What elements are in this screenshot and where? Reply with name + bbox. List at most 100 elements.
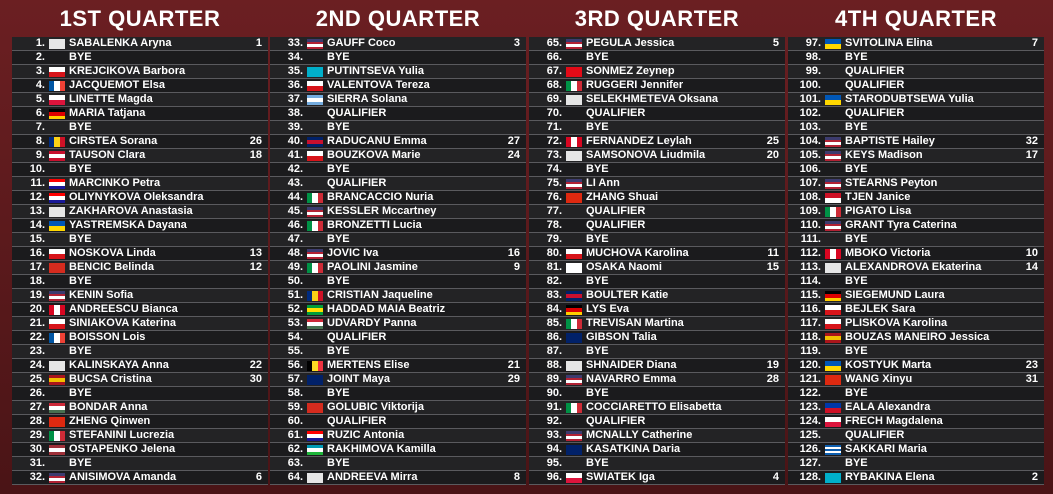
- draw-row: 21. SINIAKOVA Katerina: [12, 317, 268, 331]
- draw-row: 58. BYE: [270, 387, 526, 401]
- player-name: BYE: [69, 275, 92, 287]
- draw-number: 55.: [287, 345, 303, 357]
- flag-stripe: [571, 81, 577, 91]
- flag-stripe: [835, 249, 841, 259]
- draw-row: 63. BYE: [270, 457, 526, 471]
- draw-number: 4.: [35, 79, 45, 91]
- draw-number: 9.: [35, 149, 45, 161]
- flag-stripe: [576, 319, 582, 329]
- flag: [566, 445, 582, 455]
- player-name: QUALIFIER: [327, 331, 387, 343]
- player-name: ZHANG Shuai: [586, 191, 659, 203]
- player-name: TJEN Janice: [845, 191, 911, 203]
- flag-stripe: [312, 263, 318, 273]
- flag: [566, 179, 582, 189]
- draw-number: 76.: [546, 191, 562, 203]
- flag-stripe: [825, 139, 841, 142]
- flag-stripe: [307, 207, 323, 210]
- flag: [49, 67, 65, 77]
- draw-row: 11. MARCINKO Petra: [12, 177, 268, 191]
- player-name: LYS Eva: [586, 303, 630, 315]
- draw-number: 88.: [546, 359, 562, 371]
- flag-stripe: [49, 448, 65, 452]
- draw-number: 115.: [800, 289, 821, 301]
- draw-row: 10. BYE: [12, 163, 268, 177]
- draw-row: 71. BYE: [529, 121, 785, 135]
- player-name: BYE: [586, 233, 609, 245]
- draw-row: 115. SIEGEMUND Laura: [788, 289, 1044, 303]
- seed: 16: [507, 247, 520, 259]
- flag: [566, 263, 582, 273]
- player-name: GRANT Tyra Caterina: [845, 219, 957, 231]
- flag-stripe: [825, 193, 841, 198]
- flag-stripe: [49, 451, 65, 455]
- player-name: YASTREMSKA Dayana: [69, 219, 187, 231]
- flag-stripe: [49, 378, 65, 382]
- flag: [307, 39, 323, 49]
- draw-row: 65. PEGULA Jessica 5: [529, 37, 785, 51]
- flag-stripe: [825, 221, 841, 224]
- flag: [825, 39, 841, 49]
- seed: 24: [507, 149, 520, 161]
- flag: [307, 263, 323, 273]
- flag-stripe: [59, 431, 65, 441]
- player-name: ANISIMOVA Amanda: [69, 471, 177, 483]
- player-name: CIRSTEA Sorana: [69, 135, 158, 147]
- draw-number: 80.: [546, 247, 562, 259]
- flag: [307, 67, 323, 77]
- flag: [566, 305, 582, 315]
- draw-number: 108.: [799, 191, 821, 203]
- draw-number: 106.: [799, 163, 821, 175]
- draw-row: 82. BYE: [529, 275, 785, 289]
- flag-stripe: [307, 319, 323, 323]
- flag-stripe: [49, 182, 65, 186]
- draw-row: 110. GRANT Tyra Caterina: [788, 219, 1044, 233]
- draw-row: 34. BYE: [270, 51, 526, 65]
- flag: [307, 249, 323, 259]
- draw-row: 87. BYE: [529, 345, 785, 359]
- player-name: KENIN Sofia: [69, 289, 134, 301]
- draw-number: 14.: [29, 219, 45, 231]
- player-name: BYE: [327, 163, 350, 175]
- draw-number: 26.: [29, 387, 45, 399]
- draw-row: 41. BOUZKOVA Marie 24: [270, 149, 526, 163]
- player-name: SIERRA Solana: [327, 93, 408, 105]
- seed: 22: [249, 359, 262, 371]
- draw-number: 52.: [287, 303, 303, 315]
- player-name: JOVIC Iva: [327, 247, 379, 259]
- flag-stripe: [307, 214, 323, 217]
- player-name: SVITOLINA Elina: [845, 37, 933, 49]
- flag-stripe: [825, 453, 841, 455]
- player-name: BYE: [69, 387, 92, 399]
- flag: [566, 333, 582, 343]
- flag: [566, 291, 582, 301]
- draw-row: 76. ZHANG Shuai: [529, 191, 785, 205]
- flag-stripe: [307, 193, 313, 203]
- draw-number: 23.: [29, 345, 45, 357]
- flag: [49, 473, 65, 483]
- flag-stripe: [49, 291, 65, 294]
- draw-row: 20. ANDREESCU Bianca: [12, 303, 268, 317]
- flag: [49, 151, 65, 161]
- player-name: QUALIFIER: [327, 415, 387, 427]
- draw-row: 95. BYE: [529, 457, 785, 471]
- draw-number: 72.: [546, 135, 562, 147]
- flag: [49, 221, 65, 231]
- flag: [307, 151, 323, 161]
- flag-stripe: [825, 223, 841, 226]
- player-name: VALENTOVA Tereza: [327, 79, 430, 91]
- draw-number: 40.: [287, 135, 303, 147]
- draw-number: 64.: [287, 471, 303, 483]
- flag-stripe: [307, 209, 323, 212]
- draw-row: 127. BYE: [788, 457, 1044, 471]
- player-name: RYBAKINA Elena: [845, 471, 935, 483]
- seed: 11: [767, 247, 779, 259]
- player-name: MBOKO Victoria: [845, 247, 931, 259]
- player-name: ZAKHAROVA Anastasia: [69, 205, 193, 217]
- flag: [825, 319, 841, 329]
- flag-stripe: [49, 196, 65, 200]
- flag: [825, 151, 841, 161]
- flag-stripe: [49, 361, 65, 371]
- flag-stripe: [54, 431, 60, 441]
- flag-stripe: [49, 319, 65, 324]
